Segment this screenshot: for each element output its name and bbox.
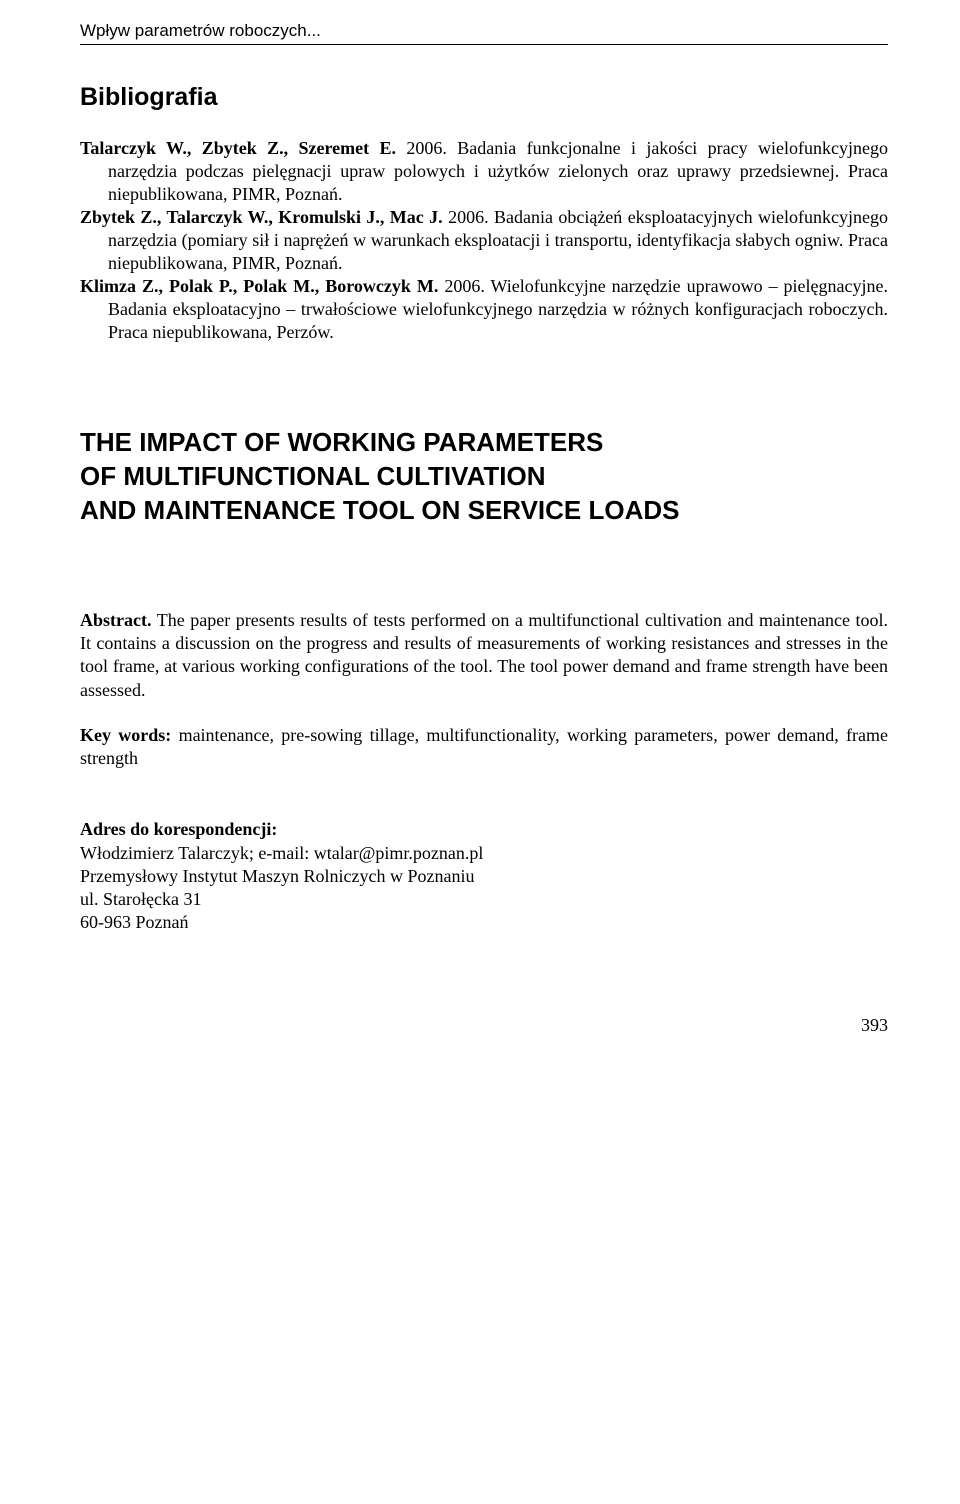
page-number: 393: [80, 1014, 888, 1037]
correspondence-line: 60-963 Poznań: [80, 911, 888, 934]
bib-authors: Zbytek Z., Talarczyk W., Kromulski J., M…: [80, 207, 443, 227]
bib-entry: Klimza Z., Polak P., Polak M., Borowczyk…: [80, 275, 888, 344]
bib-entry: Zbytek Z., Talarczyk W., Kromulski J., M…: [80, 206, 888, 275]
bibliography-heading: Bibliografia: [80, 81, 888, 113]
correspondence-line: Przemysłowy Instytut Maszyn Rolniczych w…: [80, 865, 888, 888]
english-title-line: THE IMPACT OF WORKING PARAMETERS: [80, 426, 888, 460]
english-title: THE IMPACT OF WORKING PARAMETERS OF MULT…: [80, 426, 888, 527]
bib-entry: Talarczyk W., Zbytek Z., Szeremet E. 200…: [80, 137, 888, 206]
running-head: Wpływ parametrów roboczych...: [80, 20, 888, 42]
correspondence-heading: Adres do korespondencji:: [80, 818, 888, 841]
bib-authors: Klimza Z., Polak P., Polak M., Borowczyk…: [80, 276, 438, 296]
keywords-lead: Key words:: [80, 725, 171, 745]
bib-authors: Talarczyk W., Zbytek Z., Szeremet E.: [80, 138, 396, 158]
abstract: Abstract. The paper presents results of …: [80, 609, 888, 701]
correspondence-line: Włodzimierz Talarczyk; e-mail: wtalar@pi…: [80, 842, 888, 865]
abstract-lead: Abstract.: [80, 610, 151, 630]
header-rule: [80, 44, 888, 45]
english-title-line: OF MULTIFUNCTIONAL CULTIVATION: [80, 460, 888, 494]
abstract-body: The paper presents results of tests perf…: [80, 610, 888, 699]
keywords-body: maintenance, pre-sowing tillage, multifu…: [80, 725, 888, 768]
english-title-line: AND MAINTENANCE TOOL ON SERVICE LOADS: [80, 494, 888, 528]
correspondence-line: ul. Starołęcka 31: [80, 888, 888, 911]
keywords: Key words: maintenance, pre-sowing tilla…: [80, 724, 888, 770]
